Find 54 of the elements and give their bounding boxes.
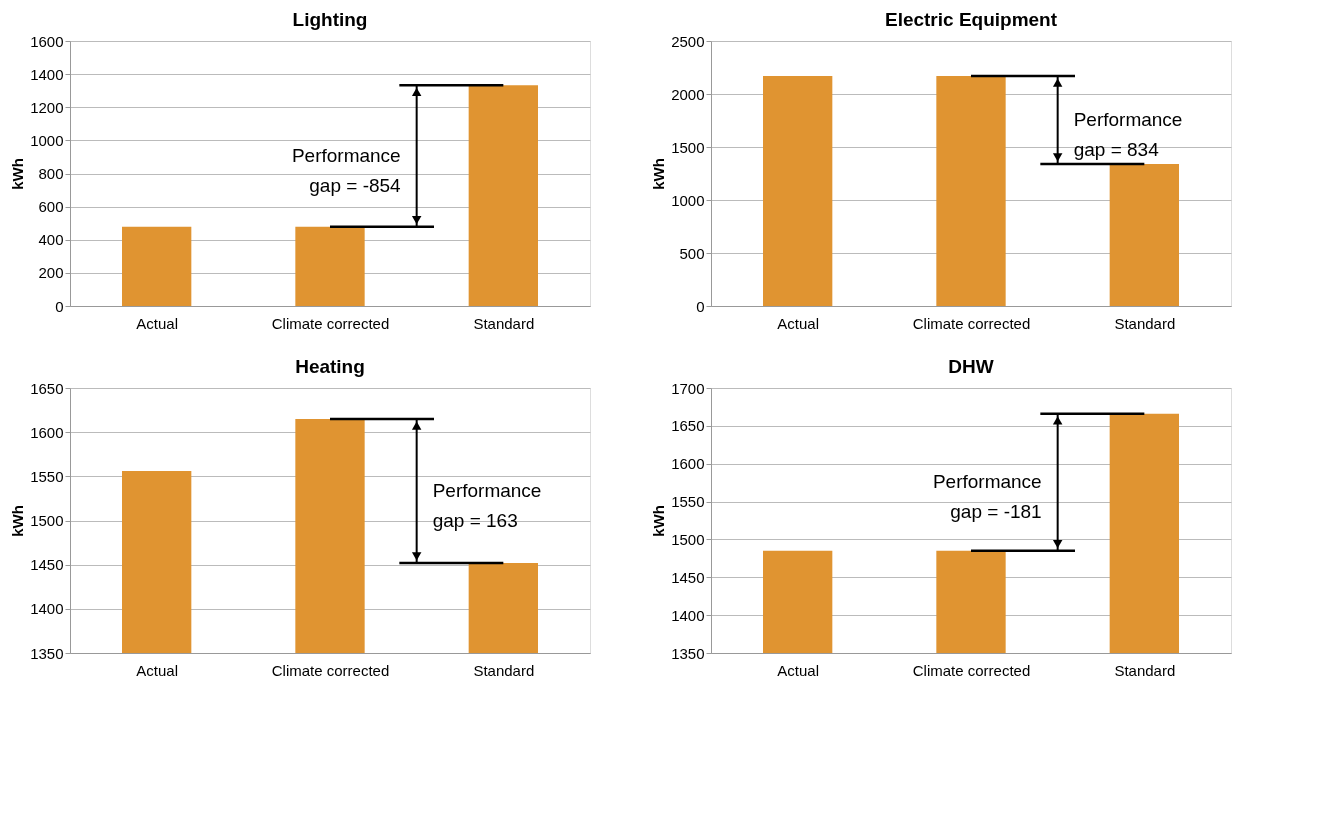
annotation: Performance gap = 834 — [1073, 108, 1183, 160]
y-tick-label: 600 — [38, 198, 64, 216]
chart-title: Electric Equipment — [884, 9, 1058, 30]
x-tick-label: Climate corrected — [271, 661, 390, 679]
y-tick-label: 1650 — [671, 417, 705, 435]
y-tick-label: 1600 — [30, 32, 64, 50]
y-tick-label: 1700 — [671, 379, 705, 397]
y-tick-label: 1500 — [671, 138, 705, 156]
y-tick-label: 1400 — [30, 600, 64, 618]
y-axis-title: kWh — [650, 158, 668, 190]
annotation: Performance gap = -181 — [932, 471, 1042, 523]
y-tick-label: 2000 — [671, 85, 705, 103]
x-tick-label: Actual — [136, 314, 179, 332]
y-tick-label: 1200 — [30, 98, 64, 116]
y-tick-label: 1000 — [30, 131, 64, 149]
y-axis-title: kWh — [650, 505, 668, 537]
x-tick-label: Climate corrected — [912, 314, 1031, 332]
y-tick-label: 0 — [55, 297, 64, 315]
y-axis-title: kWh — [9, 505, 27, 537]
y-tick-label: 500 — [679, 244, 705, 262]
annotation: Performance gap = 163 — [432, 479, 542, 531]
x-tick-label: Climate corrected — [912, 661, 1031, 679]
chart-title: Lighting — [292, 9, 368, 30]
x-tick-label: Standard — [473, 314, 535, 332]
y-tick-label: 1500 — [671, 530, 705, 548]
y-tick-label: 1450 — [671, 568, 705, 586]
y-tick-label: 200 — [38, 264, 64, 282]
y-tick-label: 1350 — [671, 644, 705, 662]
x-tick-label: Actual — [777, 661, 820, 679]
x-tick-label: Standard — [1114, 314, 1176, 332]
x-tick-label: Actual — [136, 661, 179, 679]
x-tick-label: Climate corrected — [271, 314, 390, 332]
x-tick-label: Standard — [473, 661, 535, 679]
y-tick-label: 2500 — [671, 32, 705, 50]
y-tick-label: 1550 — [30, 467, 64, 485]
y-tick-label: 0 — [696, 297, 705, 315]
y-tick-label: 1400 — [30, 65, 64, 83]
y-tick-label: 1350 — [30, 644, 64, 662]
y-tick-label: 1550 — [671, 493, 705, 511]
y-tick-label: 1600 — [30, 423, 64, 441]
y-tick-label: 400 — [38, 231, 64, 249]
y-tick-label: 1450 — [30, 556, 64, 574]
chart-title: Heating — [295, 356, 365, 377]
x-tick-label: Standard — [1114, 661, 1176, 679]
y-tick-label: 1000 — [671, 191, 705, 209]
x-tick-label: Actual — [777, 314, 820, 332]
y-axis-title: kWh — [9, 158, 27, 190]
y-tick-label: 1500 — [30, 512, 64, 529]
chart-title: DHW — [948, 356, 994, 377]
annotation: Performance gap = -854 — [291, 144, 402, 196]
y-tick-label: 800 — [38, 165, 64, 182]
y-tick-label: 1400 — [671, 606, 705, 624]
y-tick-label: 1650 — [30, 379, 64, 397]
y-tick-label: 1600 — [671, 455, 705, 473]
